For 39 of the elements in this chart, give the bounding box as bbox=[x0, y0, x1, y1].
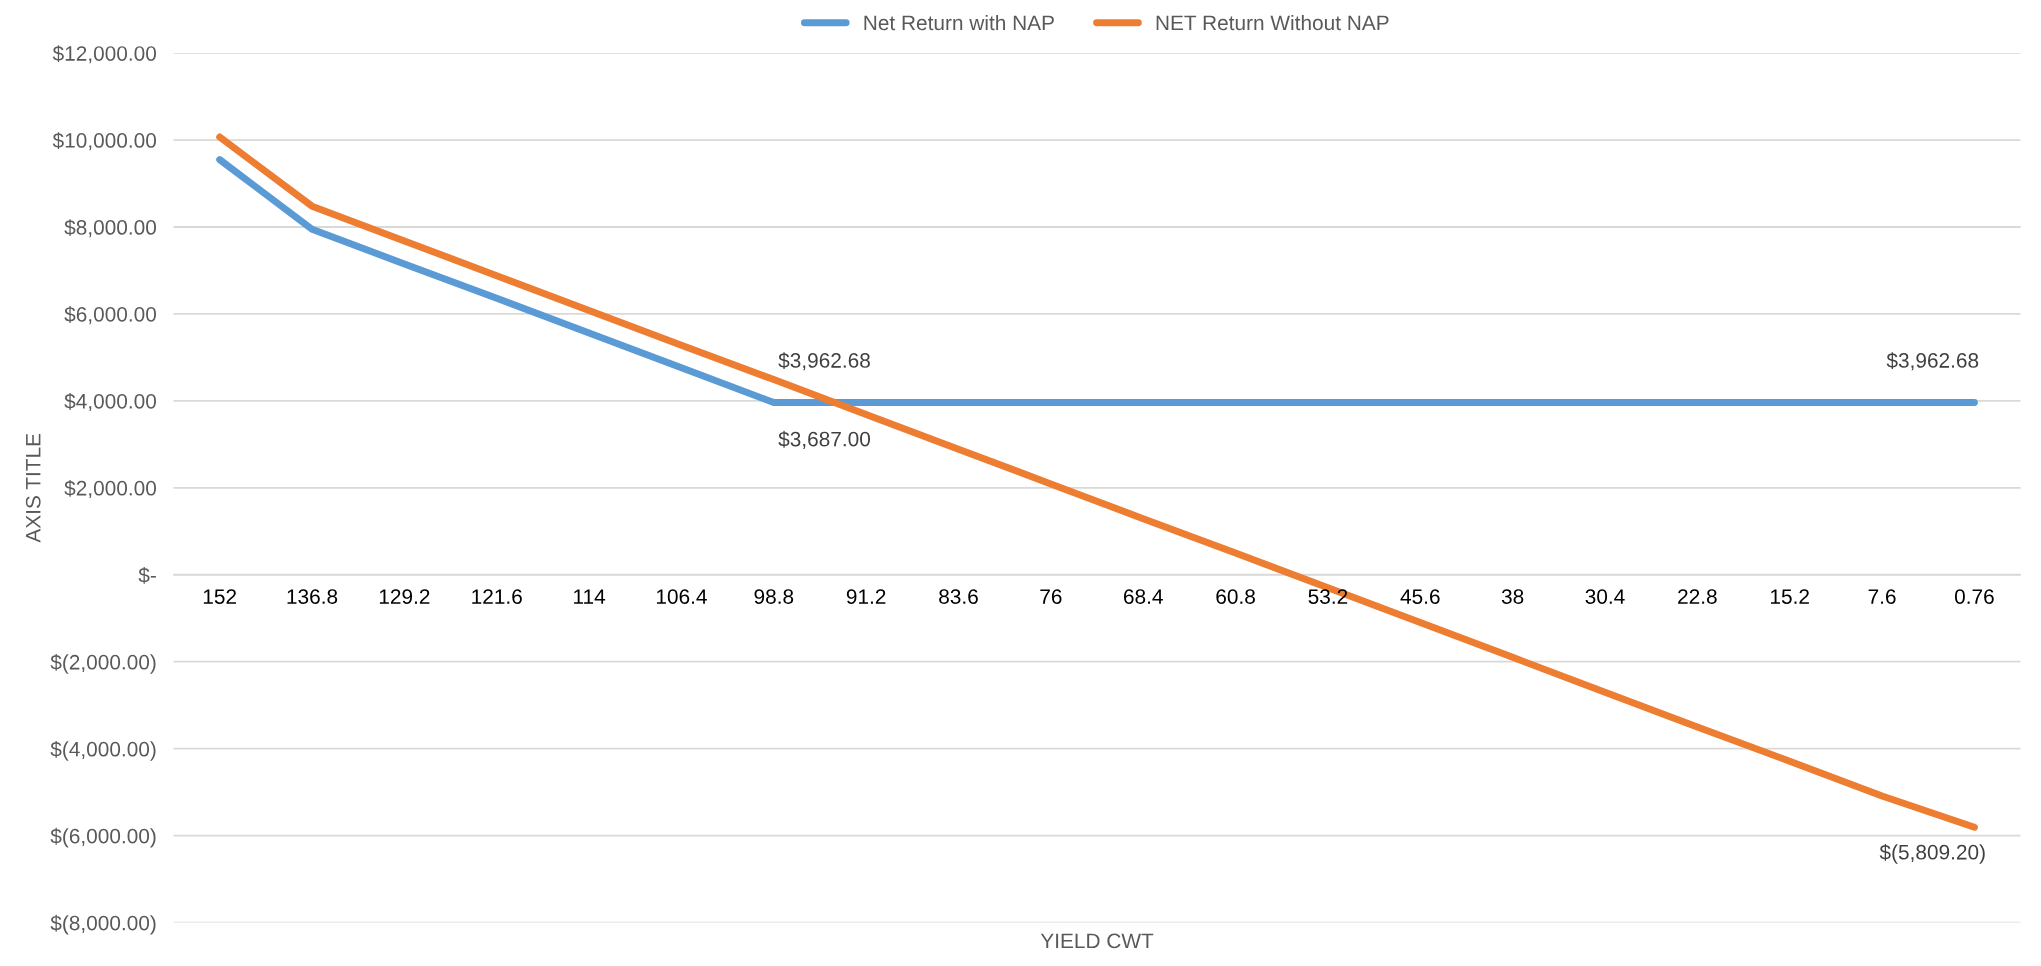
y-tick-label: $(2,000.00) bbox=[50, 653, 156, 674]
x-tick-label: 53.2 bbox=[1308, 589, 1348, 604]
y-tick-label: $6,000.00 bbox=[64, 306, 157, 325]
x-tick-label: 0.76 bbox=[1954, 589, 1994, 604]
x-tick-label: 83.6 bbox=[939, 589, 978, 604]
x-tick-label: 22.8 bbox=[1678, 589, 1717, 604]
y-tick-label: $10,000.00 bbox=[52, 132, 157, 151]
data-label: $3,687.00 bbox=[778, 430, 871, 449]
legend-label: Net Return with NAP bbox=[864, 14, 1054, 31]
x-tick-label: 60.8 bbox=[1216, 589, 1255, 604]
x-axis-title: YIELD CWT bbox=[1040, 933, 1154, 949]
x-tick-label: 68.4 bbox=[1124, 589, 1163, 604]
x-tick-label: 91.2 bbox=[846, 589, 886, 604]
x-tick-label: 129.2 bbox=[379, 589, 430, 604]
data-label: $3,962.68 bbox=[1886, 352, 1979, 371]
x-tick-label: 76 bbox=[1040, 589, 1062, 604]
y-tick-label: $(8,000.00) bbox=[50, 914, 156, 935]
data-label: $3,962.68 bbox=[778, 352, 870, 371]
x-tick-label: 114 bbox=[574, 589, 606, 604]
x-tick-label: 121.6 bbox=[472, 589, 522, 604]
y-tick-label: $8,000.00 bbox=[64, 219, 157, 238]
x-tick-label: 152 bbox=[203, 589, 236, 604]
x-tick-label: 106.4 bbox=[656, 589, 707, 604]
x-tick-label: 38 bbox=[1501, 589, 1524, 604]
data-label: $(5,809.20) bbox=[1879, 843, 1985, 864]
x-tick-label: 45.6 bbox=[1400, 589, 1440, 604]
x-tick-label: 136.8 bbox=[287, 589, 338, 604]
y-tick-label: $2,000.00 bbox=[64, 479, 157, 499]
y-axis-title: AXIS TITLE bbox=[25, 433, 41, 543]
x-tick-label: 98.8 bbox=[754, 589, 794, 604]
x-tick-label: 7.6 bbox=[1868, 589, 1896, 604]
y-tick-label: $12,000.00 bbox=[52, 45, 157, 64]
y-tick-label: $(6,000.00) bbox=[50, 827, 156, 848]
x-tick-label: 15.2 bbox=[1771, 589, 1809, 604]
y-tick-label: $4,000.00 bbox=[64, 393, 157, 412]
legend-label: NET Return Without NAP bbox=[1156, 14, 1389, 31]
y-tick-label: $(4,000.00) bbox=[50, 740, 156, 761]
y-tick-label: $- bbox=[138, 566, 156, 584]
x-tick-label: 30.4 bbox=[1585, 589, 1625, 604]
